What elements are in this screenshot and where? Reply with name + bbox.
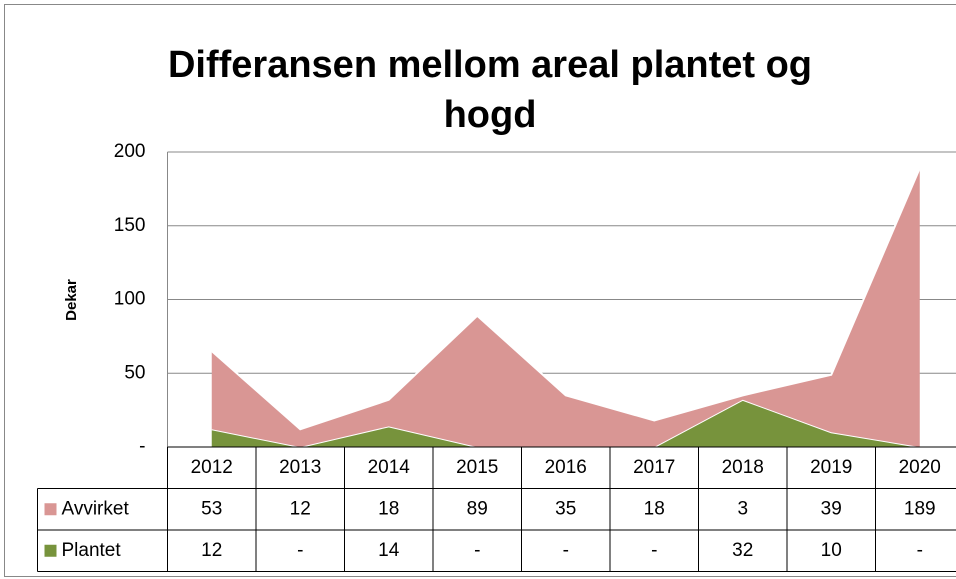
area-edge xyxy=(211,167,921,431)
legend-label: Avvirket xyxy=(62,498,130,519)
chart-title: Differansen mellom areal plantet og hogd xyxy=(167,44,813,136)
table-value: 18 xyxy=(378,498,399,519)
x-tick-label: 2013 xyxy=(279,457,321,478)
y-tick-label: 50 xyxy=(124,362,145,383)
legend-swatch xyxy=(44,544,57,557)
x-tick-label: 2018 xyxy=(722,457,764,478)
x-tick-label: 2020 xyxy=(899,457,941,478)
table-value: 89 xyxy=(467,498,488,519)
y-tick-label: 100 xyxy=(114,289,146,310)
table-value: 35 xyxy=(555,498,576,519)
table-value: 32 xyxy=(732,540,753,561)
table-value: 12 xyxy=(290,498,311,519)
table-value: - xyxy=(474,540,480,561)
x-tick-label: 2016 xyxy=(545,457,587,478)
legend-swatch xyxy=(44,503,57,516)
legend-label: Plantet xyxy=(62,540,122,561)
table-value: 10 xyxy=(821,540,842,561)
table-value: 14 xyxy=(378,540,400,561)
y-axis-label: Dekar xyxy=(63,279,80,321)
y-tick-label: 200 xyxy=(114,141,146,162)
table-value: - xyxy=(917,540,923,561)
x-tick-label: 2014 xyxy=(368,457,411,478)
table-value: 189 xyxy=(904,498,936,519)
table-value: - xyxy=(651,540,657,561)
y-tick-label: 150 xyxy=(114,215,146,236)
table-value: 3 xyxy=(737,498,748,519)
table-value: - xyxy=(297,540,303,561)
table-value: 39 xyxy=(821,498,842,519)
y-tick-label: - xyxy=(139,436,145,457)
x-tick-label: 2015 xyxy=(456,457,498,478)
x-tick-label: 2019 xyxy=(810,457,852,478)
area-avvirket xyxy=(211,168,920,447)
table-value: - xyxy=(563,540,569,561)
x-tick-label: 2017 xyxy=(633,457,675,478)
area-plantet xyxy=(211,399,920,447)
table-value: 12 xyxy=(201,540,222,561)
chart-border xyxy=(4,4,956,577)
table-value: 53 xyxy=(201,498,222,519)
table-value: 18 xyxy=(644,498,665,519)
x-tick-label: 2012 xyxy=(191,457,233,478)
